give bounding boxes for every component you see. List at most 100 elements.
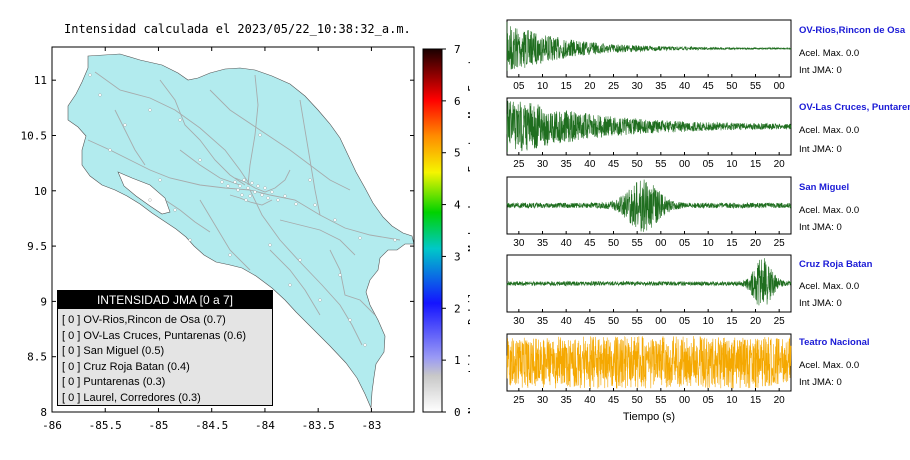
waveform-x-tick-label: 10 bbox=[726, 395, 738, 406]
waveform-frame bbox=[506, 19, 792, 78]
x-tick-label: -85.5 bbox=[89, 419, 122, 432]
colorbar-ticks: 0 1 2 3 4 5 6 7 bbox=[442, 43, 461, 419]
waveform-x-tick-label: 25 bbox=[513, 159, 525, 170]
station-jma: Int JMA: 0 bbox=[799, 298, 842, 309]
waveform-x-tick-label: 20 bbox=[774, 395, 786, 406]
waveform-x-tick-label: 45 bbox=[703, 81, 715, 92]
waveform-panel: 05 10 15 20 25 30 35 40 45 50 55 00 bbox=[506, 19, 792, 92]
legend-item: [ 0 ] Cruz Roja Batan (0.4) bbox=[62, 360, 190, 373]
waveform-trace bbox=[506, 258, 792, 306]
waveform-x-tick-label: 40 bbox=[584, 395, 596, 406]
waveform-x-tick-label: 00 bbox=[679, 159, 691, 170]
station-name: OV-Rios,Rincon de Osa bbox=[799, 25, 906, 36]
colorbar-category-label: Debil bbox=[466, 292, 470, 325]
legend-item: [ 0 ] Laurel, Corredores (0.3) bbox=[62, 391, 201, 404]
waveform-x-tick-label: 55 bbox=[632, 238, 644, 249]
y-tick-label: 8 bbox=[40, 406, 47, 419]
station-name: Cruz Roja Batan bbox=[799, 259, 873, 270]
waveform-x-tick-label: 35 bbox=[561, 159, 573, 170]
waveform-x-tick-label: 40 bbox=[679, 81, 691, 92]
waveform-panel: 25 30 35 40 45 50 55 00 05 10 15 20 bbox=[506, 97, 792, 170]
waveform-x-tick-label: 05 bbox=[703, 159, 715, 170]
x-tick-label: -83.5 bbox=[302, 419, 335, 432]
waveform-x-tick-label: 10 bbox=[726, 159, 738, 170]
colorbar-tick-label: 2 bbox=[454, 302, 461, 315]
waveform-trace bbox=[506, 21, 792, 71]
waveform-x-tick-label: 45 bbox=[584, 316, 596, 327]
map-frame bbox=[51, 46, 415, 413]
waveform-x-tick-label: 30 bbox=[537, 159, 549, 170]
station-jma: Int JMA: 0 bbox=[799, 65, 842, 76]
waveform-x-tick-label: 45 bbox=[608, 159, 620, 170]
waveform-x-tick-label: 00 bbox=[655, 238, 667, 249]
waveform-trace bbox=[506, 179, 792, 232]
station-name: OV-Las Cruces, Puntarenas bbox=[799, 102, 910, 113]
map-title: Intensidad calculada el 2023/05/22_10:38… bbox=[64, 22, 411, 36]
colorbar-tick-label: 6 bbox=[454, 95, 461, 108]
waveform-x-tick-label: 40 bbox=[584, 159, 596, 170]
waveform-x-tick-label: 45 bbox=[608, 395, 620, 406]
y-tick-label: 11 bbox=[34, 74, 47, 87]
waveform-x-tick-label: 05 bbox=[679, 316, 691, 327]
waveform-x-tick-label: 20 bbox=[750, 238, 762, 249]
waveform-x-tick-label: 05 bbox=[679, 238, 691, 249]
waveform-x-tick-label: 00 bbox=[774, 81, 786, 92]
waveform-x-tick-label: 05 bbox=[703, 395, 715, 406]
station-accel: Acel. Max. 0.0 bbox=[799, 205, 860, 216]
waveform-x-tick-label: 35 bbox=[561, 395, 573, 406]
y-tick-label: 9.5 bbox=[27, 240, 47, 253]
waveform-x-tick-label: 30 bbox=[632, 81, 644, 92]
waveform-x-tick-label: 35 bbox=[655, 81, 667, 92]
waveform-x-tick-label: 50 bbox=[632, 159, 644, 170]
waveform-x-tick-label: 20 bbox=[750, 316, 762, 327]
waveform-x-tick-label: 45 bbox=[584, 238, 596, 249]
waveform-x-label: Tiempo (s) bbox=[623, 411, 675, 423]
colorbar-tick-label: 7 bbox=[454, 43, 461, 56]
waveform-trace bbox=[506, 335, 792, 389]
waveform-x-tick-label: 25 bbox=[774, 238, 786, 249]
waveform-x-tick-label: 15 bbox=[726, 238, 738, 249]
station-accel: Acel. Max. 0.0 bbox=[799, 360, 860, 371]
waveform-frame bbox=[506, 97, 792, 156]
colorbar-category-label: Fuerte bbox=[466, 133, 470, 173]
waveform-panel: 30 35 40 45 50 55 00 05 10 15 20 25 bbox=[506, 254, 792, 327]
legend-item: [ 0 ] Puntarenas (0.3) bbox=[62, 376, 166, 388]
waveform-x-tick-label: 10 bbox=[703, 238, 715, 249]
waveform-x-tick-label: 15 bbox=[726, 316, 738, 327]
legend-item: [ 0 ] OV-Rios,Rincon de Osa (0.7) bbox=[62, 314, 226, 326]
waveform-x-tick-label: 50 bbox=[608, 316, 620, 327]
waveform-x-tick-label: 20 bbox=[774, 159, 786, 170]
map-axes: -86 -85.5 -85 -84.5 -84 -83.5 -83 8 8.5 9 9.5 10 10.… bbox=[21, 47, 414, 432]
colorbar-tick-label: 3 bbox=[454, 250, 461, 263]
y-tick-label: 10.5 bbox=[21, 129, 48, 142]
road-network bbox=[87, 71, 401, 346]
waveform-x-tick-label: 35 bbox=[537, 238, 549, 249]
colorbar-tick-label: 5 bbox=[454, 147, 461, 160]
colorbar-category-label: Moderado bbox=[466, 199, 470, 252]
station-name: San Miguel bbox=[799, 182, 850, 193]
waveform-x-tick-label: 55 bbox=[655, 395, 667, 406]
waveform-panel: 30 35 40 45 50 55 00 05 10 15 20 25 bbox=[506, 176, 792, 249]
waveform-x-tick-label: 55 bbox=[750, 81, 762, 92]
gulf-nicoya bbox=[117, 171, 171, 215]
y-tick-label: 9 bbox=[40, 295, 47, 308]
waveform-x-tick-label: 20 bbox=[584, 81, 596, 92]
waveform-x-tick-label: 40 bbox=[561, 238, 573, 249]
waveform-x-tick-label: 25 bbox=[513, 395, 525, 406]
legend-list: [ 0 ] OV-Rios,Rincon de Osa (0.7) [ 0 ] … bbox=[58, 309, 272, 406]
y-tick-label: 10 bbox=[34, 185, 47, 198]
waveform-frame bbox=[506, 254, 792, 313]
costa-rica-land bbox=[67, 53, 414, 409]
waveform-x-tick-label: 25 bbox=[774, 316, 786, 327]
station-name: Teatro Nacional bbox=[799, 337, 870, 348]
colorbar bbox=[422, 48, 443, 413]
waveform-x-tick-label: 10 bbox=[703, 316, 715, 327]
intensity-map: -86 -85.5 -85 -84.5 -84 -83.5 -8388.599.51010.… bbox=[21, 43, 471, 432]
waveform-x-tick-label: 55 bbox=[655, 159, 667, 170]
waveform-x-tick-label: 00 bbox=[655, 316, 667, 327]
waveform-x-tick-label: 30 bbox=[513, 316, 525, 327]
colorbar-categories: No sentido Debil Moderado Fuerte Muy Fuerte bbox=[466, 52, 470, 414]
waveform-x-tick-label: 10 bbox=[537, 81, 549, 92]
intensity-legend: INTENSIDAD JMA [0 a 7] [ 0 ] OV-Rios,Rin… bbox=[57, 290, 273, 406]
waveform-x-tick-label: 15 bbox=[750, 395, 762, 406]
